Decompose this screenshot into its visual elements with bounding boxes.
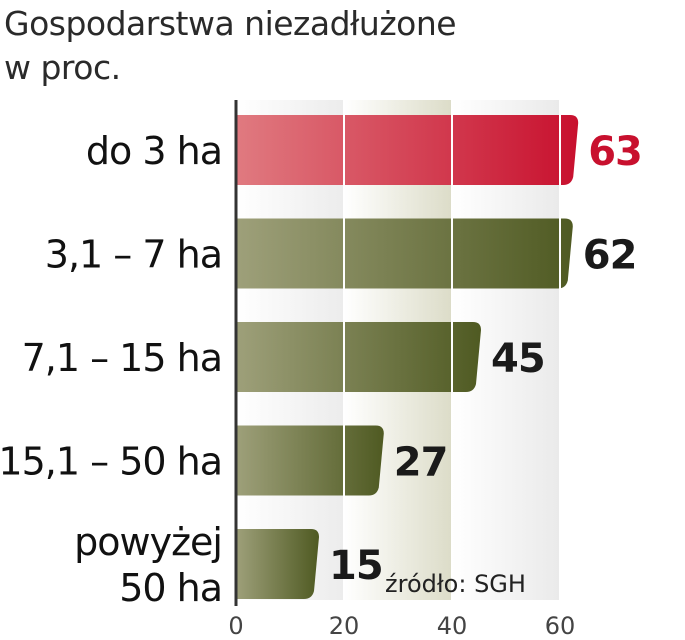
value-labels: 63 62 45 27 15 — [329, 129, 643, 589]
category-label: 3,1 – 7 ha — [45, 233, 222, 277]
bar-2 — [236, 218, 573, 289]
chart-subtitle: w proc. — [4, 48, 121, 87]
x-tick-label: 40 — [437, 612, 468, 640]
category-label: 7,1 – 15 ha — [22, 336, 222, 380]
category-label: do 3 ha — [86, 129, 222, 173]
bar-1 — [236, 115, 579, 185]
x-tick-label: 60 — [545, 612, 576, 640]
bars-group — [236, 115, 579, 599]
bar-5 — [236, 529, 319, 599]
bar-3 — [236, 322, 481, 392]
chart-title: Gospodarstwa niezadłużone — [4, 4, 457, 43]
tick-labels: 0 20 40 60 — [228, 612, 575, 640]
category-label: powyżej 50 ha — [74, 520, 222, 610]
x-tick-label: 20 — [329, 612, 360, 640]
chart-title-block: Gospodarstwa niezadłużone w proc. — [4, 2, 457, 90]
value-label: 15 — [329, 543, 383, 589]
value-label: 62 — [583, 233, 637, 279]
category-label: 15,1 – 50 ha — [0, 440, 222, 484]
value-label: 45 — [491, 336, 545, 382]
x-tick-label: 0 — [228, 612, 243, 640]
value-label: 63 — [588, 129, 642, 175]
gridlines — [343, 100, 561, 600]
source-note: źródło: SGH — [385, 570, 526, 598]
value-label: 27 — [394, 440, 448, 486]
bar-4 — [236, 425, 384, 496]
category-labels: do 3 ha 3,1 – 7 ha 7,1 – 15 ha 15,1 – 50 ha… — [0, 129, 223, 610]
